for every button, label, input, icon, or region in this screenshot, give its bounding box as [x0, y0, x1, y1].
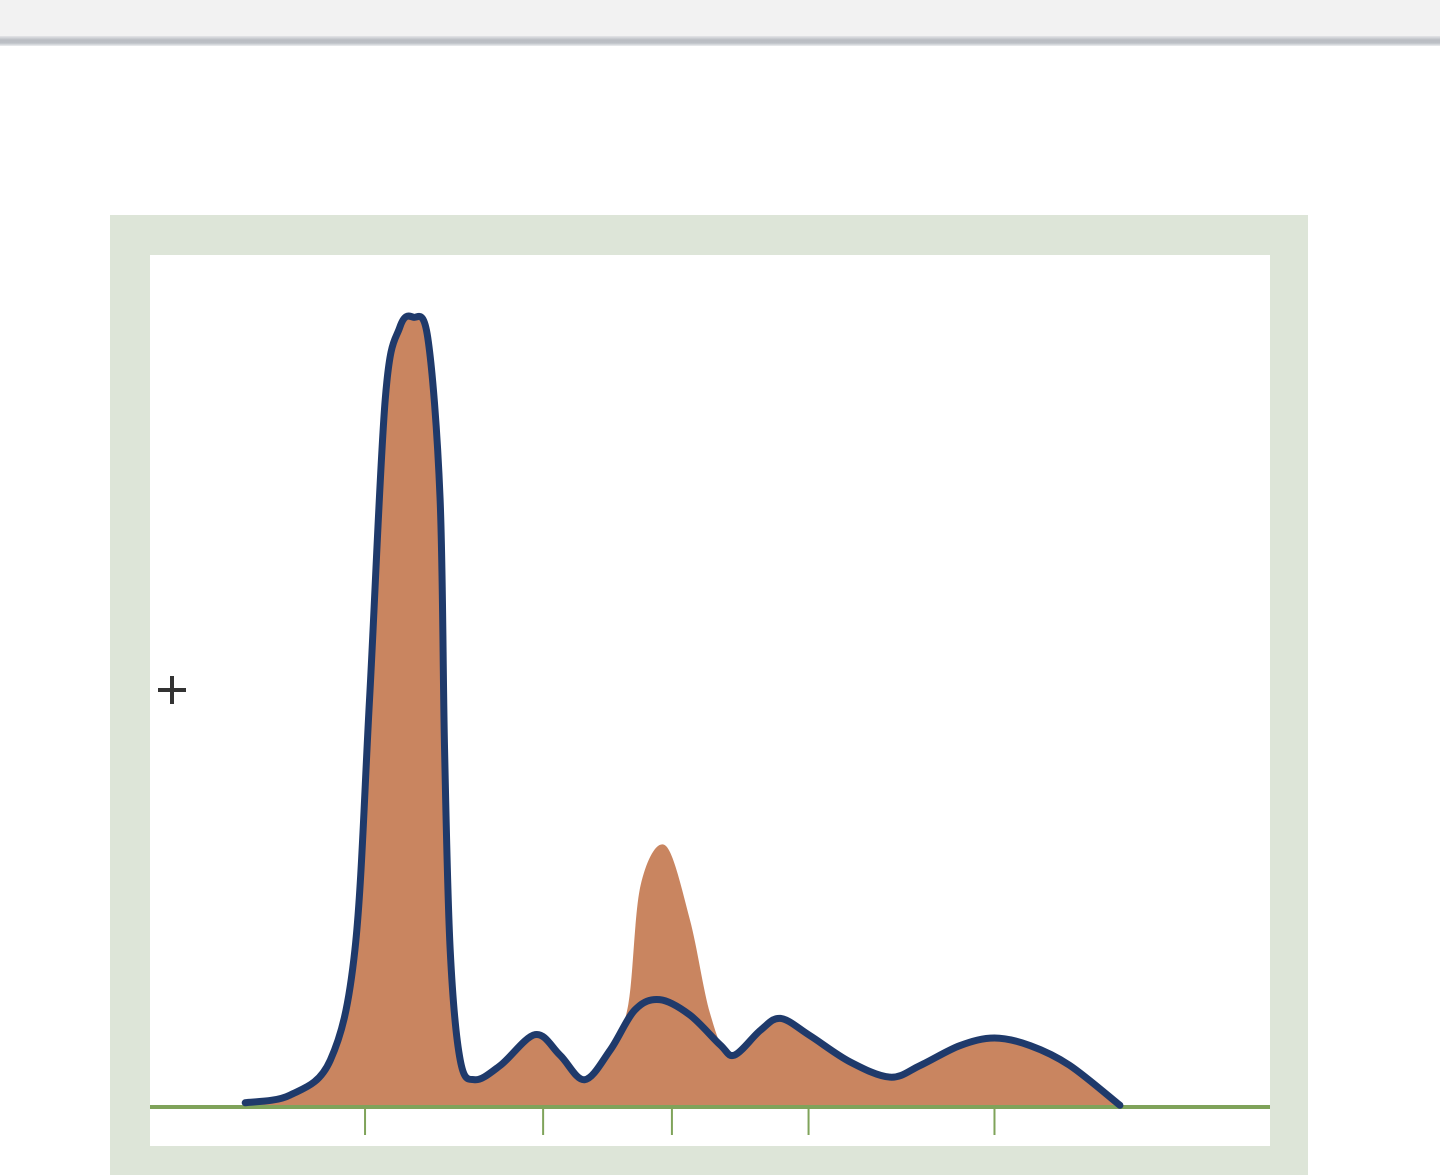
- plot-area: [150, 255, 1270, 1146]
- density-area-series-0: [245, 316, 1125, 1107]
- toolbar-divider: [0, 36, 1440, 46]
- density-line-series-1: [241, 312, 1124, 1109]
- browser-toolbar: [0, 0, 1440, 36]
- density-chart: [150, 312, 1270, 1135]
- crosshair-cursor-icon: [158, 676, 186, 704]
